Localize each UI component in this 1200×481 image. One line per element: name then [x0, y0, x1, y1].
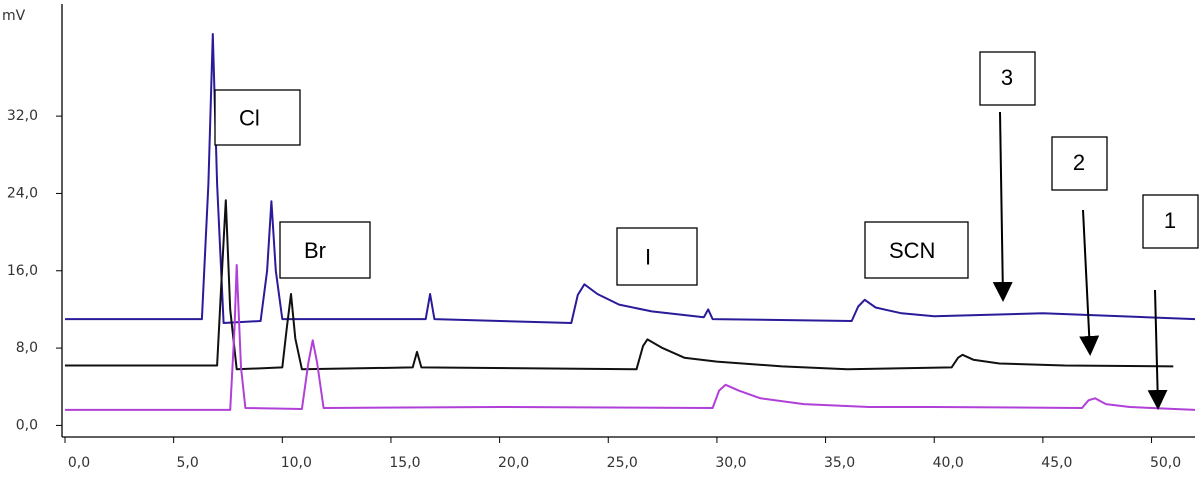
annotation-label: Cl — [239, 105, 260, 130]
x-tick-label: 50,0 — [1150, 455, 1181, 471]
x-tick-label: 20,0 — [498, 455, 529, 471]
series-label-box — [1051, 136, 1108, 191]
annotation-label: I — [645, 244, 651, 269]
x-tick-label: 5,0 — [177, 455, 199, 471]
x-tick-label: 40,0 — [933, 455, 964, 471]
annotation-box — [279, 221, 371, 279]
series-label: 3 — [1001, 65, 1013, 90]
y-tick-label: 0,0 — [16, 417, 38, 433]
y-tick-label: 24,0 — [7, 185, 38, 201]
chromatogram-line — [65, 33, 1196, 324]
x-tick-label: 15,0 — [389, 455, 420, 471]
arrow — [1079, 209, 1100, 356]
annotation-box — [616, 227, 698, 286]
x-tick-label: 45,0 — [1041, 455, 1072, 471]
y-tick-label: 16,0 — [7, 263, 38, 279]
x-tick-label: 35,0 — [824, 455, 855, 471]
annotation-box — [864, 221, 969, 279]
chromatogram-line — [65, 264, 1196, 411]
annotation-label: SCN — [889, 238, 935, 263]
chromatogram-line — [65, 199, 1174, 371]
x-tick-label: 0,0 — [68, 455, 90, 471]
y-tick-label: 8,0 — [16, 340, 38, 356]
x-tick-label: 30,0 — [715, 455, 746, 471]
annotation-label: Br — [304, 238, 326, 263]
series-label: 1 — [1164, 208, 1176, 233]
y-tick-label: 32,0 — [7, 108, 38, 124]
x-tick-label: 25,0 — [607, 455, 638, 471]
series-label-box — [1142, 194, 1199, 249]
annotation-box — [214, 89, 301, 146]
series-label: 2 — [1073, 150, 1085, 175]
y-axis-label: mV — [2, 8, 26, 24]
arrow — [1147, 289, 1168, 410]
arrow — [992, 111, 1013, 302]
series-label-box — [979, 51, 1036, 106]
x-tick-label: 10,0 — [281, 455, 312, 471]
